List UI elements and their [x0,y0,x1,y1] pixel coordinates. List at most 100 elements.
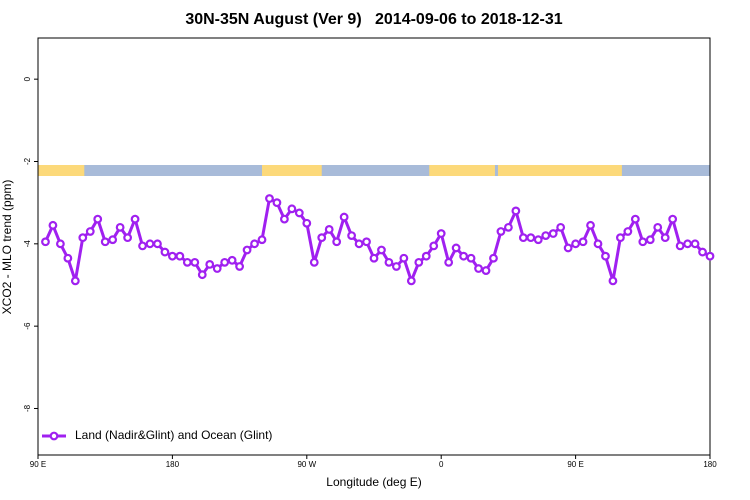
data-point [436,229,446,238]
data-point [324,225,334,234]
data-point [190,257,200,267]
data-point [153,239,162,249]
data-point [369,253,379,263]
data-point [518,233,528,243]
data-point [645,235,655,245]
data-point [272,198,282,208]
data-point [698,247,707,257]
data-point [459,251,469,261]
data-point [265,194,274,203]
data-point [377,245,386,255]
land-band [38,165,85,176]
data-point [474,264,483,273]
data-point [235,262,245,271]
data-point [294,208,304,218]
data-point [392,262,401,271]
data-point [160,247,170,257]
data-point [683,239,692,249]
data-point [668,214,678,224]
data-point [586,220,595,230]
data-point [421,251,431,261]
data-point [332,237,342,247]
legend-label: Land (Nadir&Glint) and Ocean (Glint) [75,428,272,442]
data-point [399,253,409,263]
data-point [93,214,103,224]
data-point [70,276,80,286]
data-point [444,257,454,267]
plot-frame [37,37,711,456]
data-point [41,237,50,247]
data-point [690,239,700,249]
chart-title: 30N-35N August (Ver 9) 2014-09-06 to 201… [185,11,562,28]
data-point [571,239,580,249]
data-point [489,253,498,263]
data-point [593,239,603,249]
data-point [339,212,349,222]
data-point [466,253,476,263]
y-tick-label: -2 [23,157,32,165]
x-tick-label: 180 [166,460,180,469]
ocean-band [38,165,710,176]
data-point [556,222,566,232]
data-point [197,270,207,280]
x-tick-label: 90 W [297,460,316,469]
data-point [429,241,439,251]
data-point [48,220,58,230]
data-point [287,204,297,214]
data-point [242,245,252,255]
data-point [414,257,424,267]
y-axis-label: XCO2 - MLO trend (ppm) [0,180,14,315]
data-point [205,260,215,269]
data-point [384,257,394,267]
data-point [653,222,663,232]
data-point [362,237,371,247]
data-point [533,235,543,245]
data-point [511,206,521,216]
x-tick-label: 90 E [30,460,46,469]
legend-marker [49,431,59,441]
data-point [601,251,610,261]
data-point [85,227,95,236]
data-point [608,276,618,286]
data-point [175,251,185,261]
data-point [220,257,230,267]
data-point [563,243,573,253]
data-point [354,239,364,249]
data-point [302,218,312,228]
y-tick-label: -6 [23,322,32,330]
data-point [705,251,715,261]
data-point [347,231,357,240]
x-tick-label: 90 E [567,460,583,469]
data-point [630,214,640,224]
x-tick-label: 180 [703,460,717,469]
data-point [451,243,461,253]
data-point [257,235,267,245]
data-point [526,233,536,243]
data-point [108,235,118,245]
x-axis-label: Longitude (deg E) [326,475,421,489]
data-point [250,239,259,249]
data-point [496,227,506,236]
data-point [227,255,237,265]
data-point [616,233,625,243]
data-point [660,233,670,243]
data-point [167,251,177,261]
x-tick-label: 0 [439,460,444,469]
data-point [406,276,416,286]
y-tick-label: 0 [23,76,32,81]
data-point [138,241,147,251]
land-band [429,165,495,176]
data-point [280,214,289,224]
land-band [262,165,322,176]
data-point [130,214,140,224]
data-point [63,253,73,263]
data-point [78,233,88,243]
data-point [123,233,132,243]
data-point [541,231,551,240]
data-point [115,222,125,232]
data-point [623,227,633,236]
data-point [504,222,513,232]
data-point [675,241,685,251]
land-band [497,165,622,176]
